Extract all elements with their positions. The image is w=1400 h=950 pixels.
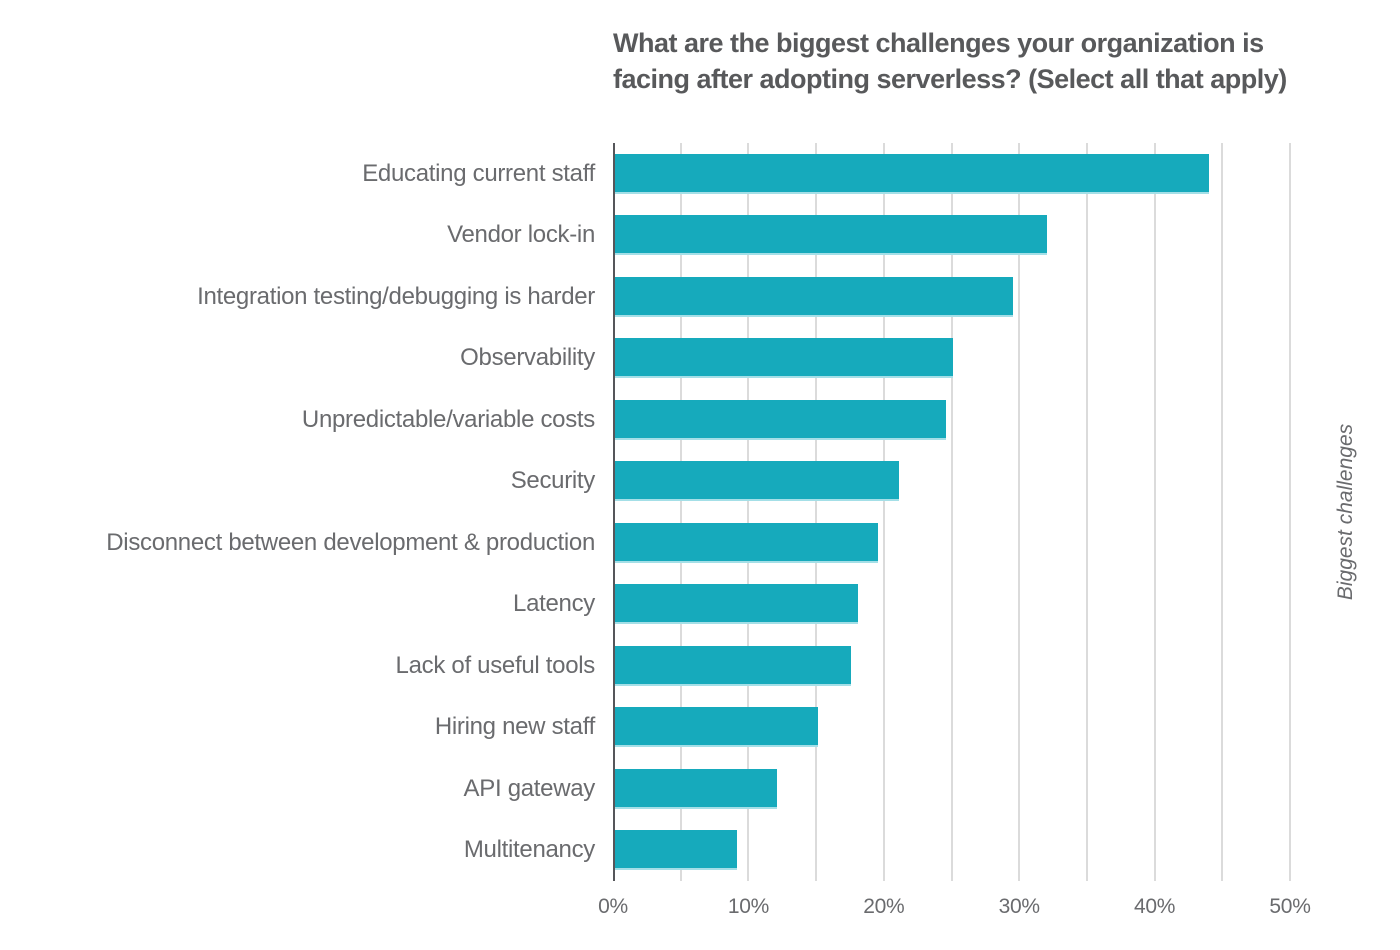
bar-row (615, 205, 1290, 267)
gridline (679, 143, 682, 881)
bar (615, 276, 1014, 317)
x-tick-label: 40% (1134, 895, 1176, 918)
category-label: Lack of useful tools (395, 651, 596, 679)
category-label: Observability (460, 344, 595, 372)
gridline (747, 143, 750, 881)
gridline (815, 143, 818, 881)
x-tick-label: 10% (727, 895, 769, 918)
category-label: Integration testing/debugging is harder (197, 282, 595, 310)
bar-row (615, 758, 1290, 820)
bar (615, 399, 946, 440)
x-tick-label: 30% (998, 895, 1040, 918)
category-label: Vendor lock-in (447, 221, 595, 249)
category-label: Educating current staff (362, 159, 595, 187)
chart-title: What are the biggest challenges your org… (613, 26, 1287, 97)
gridline (950, 143, 953, 881)
bar-row (615, 451, 1290, 513)
y-axis-line (613, 143, 615, 881)
x-tick-label: 0% (598, 895, 628, 918)
bar (615, 153, 1209, 194)
bar (615, 522, 879, 563)
category-label: Security (510, 467, 596, 495)
category-label: Latency (513, 590, 595, 618)
bar (615, 707, 818, 748)
bars (615, 143, 1290, 881)
category-labels: Educating current staff Vendor lock-in Int… (0, 143, 595, 881)
gridline (1085, 143, 1088, 881)
gridline (1221, 143, 1224, 881)
bar-row (615, 266, 1290, 328)
plot-area (613, 143, 1291, 881)
x-tick-label: 50% (1269, 895, 1311, 918)
chart-title-line2: facing after adopting serverless? (Selec… (613, 63, 1287, 94)
gridline (1289, 143, 1291, 881)
category-label: Multitenancy (463, 836, 595, 864)
category-label: Disconnect between development & product… (106, 528, 595, 556)
right-axis-label: Biggest challenges (1334, 423, 1357, 601)
bar-row (615, 635, 1290, 697)
category-label: Hiring new staff (434, 713, 595, 741)
category-label: Unpredictable/variable costs (301, 405, 595, 433)
bar-row (615, 574, 1290, 636)
bar (615, 338, 953, 379)
bar (615, 461, 899, 502)
gridline (882, 143, 885, 881)
gridline (1153, 143, 1156, 881)
bar (615, 830, 737, 871)
bar-row (615, 389, 1290, 451)
bar (615, 768, 777, 809)
bar (615, 584, 858, 625)
bar (615, 215, 1047, 256)
gridline (1018, 143, 1021, 881)
x-axis-labels: 0% 10% 20% 30% 40% 50% (598, 895, 1311, 925)
bar-row (615, 697, 1290, 759)
chart-title-line1: What are the biggest challenges your org… (613, 28, 1264, 58)
x-tick-label: 20% (863, 895, 905, 918)
category-label: API gateway (463, 774, 596, 802)
bar (615, 645, 852, 686)
bar-row (615, 820, 1290, 882)
bar-row (615, 512, 1290, 574)
bar-row (615, 143, 1290, 205)
bar-row (615, 328, 1290, 390)
